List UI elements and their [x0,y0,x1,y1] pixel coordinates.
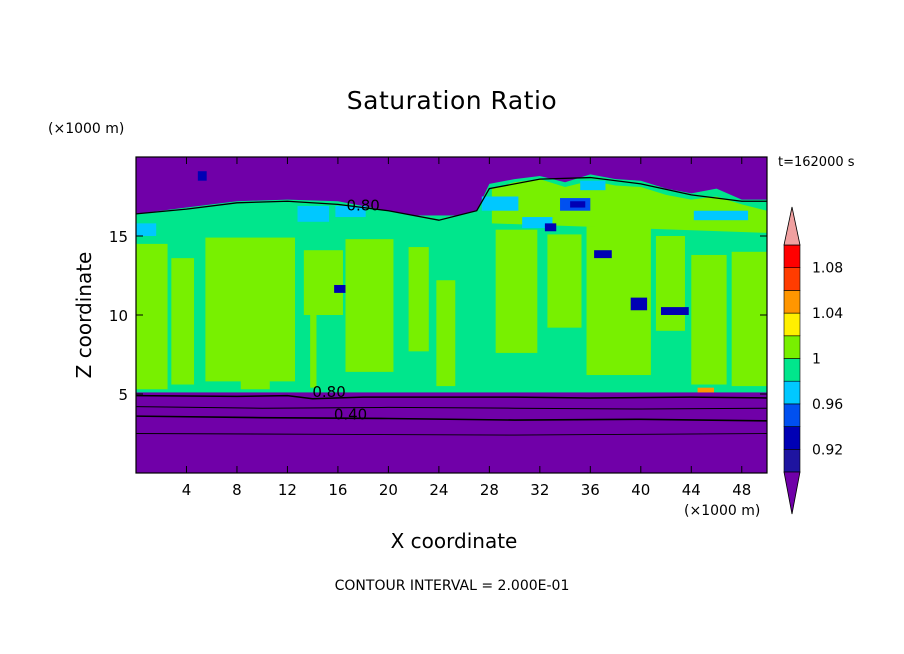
colorbar-over-arrow [783,206,801,246]
contour-upper-0.80 [136,176,767,221]
contour-field [136,157,767,473]
y-tick-label-1: 10 [109,307,128,325]
x-axis-label: X coordinate [0,529,904,553]
x-tick-label-6: 28 [480,481,499,499]
x-tick-label-3: 16 [328,481,347,499]
colorbar-swatch-4 [783,358,801,382]
dark-patch-1 [594,250,612,259]
x-tick-label-4: 20 [379,481,398,499]
dark-patch-5 [197,171,207,181]
lime-cell-0 [136,243,168,390]
colorbar-label-0: 0.92 [812,442,843,458]
x-tick-label-2: 12 [278,481,297,499]
lime-cell-3 [303,250,343,315]
lime-cell-5 [345,239,394,372]
time-label: t=162000 s [778,155,855,170]
contour-labels: 0.80 0.80 0.40 [312,197,379,424]
contour-label-1: 0.80 [312,383,345,401]
x-axis-label-text: X coordinate [390,529,518,553]
x-axis-ticks: 4 8 12 16 20 24 28 32 36 40 44 48 [182,157,751,499]
highlight-1 [335,205,366,218]
lime-cell-4 [310,315,317,388]
contour-0.40 [136,415,767,422]
colorbar-swatch-5 [783,335,801,359]
highlight-0 [297,205,330,222]
colorbar-swatch-8 [783,267,801,291]
x-tick-label-0: 4 [182,481,192,499]
highlight-4 [522,217,553,229]
colorbar-label-4: 1.08 [812,261,843,277]
dark-patch-6 [544,223,557,232]
contour-label-0: 0.80 [346,197,379,215]
lime-cell-1 [171,258,195,385]
orange-patch [697,387,714,393]
y-axis-ticks: 5 10 15 [109,228,767,404]
x-tick-label-10: 44 [682,481,701,499]
highlight-6 [136,223,157,236]
x-tick-label-8: 36 [581,481,600,499]
lime-cell-12 [691,254,727,385]
colorbar-label-1: 0.96 [812,397,843,413]
colorbar-swatch-2 [783,403,801,427]
colorbar-swatch-7 [783,290,801,314]
chart-title: Saturation Ratio [346,86,558,115]
contour-lower-0.80 [136,394,767,400]
y-tick-label-2: 15 [109,228,128,246]
x-tick-label-1: 8 [232,481,242,499]
colorbar-swatch-3 [783,380,801,405]
x-tick-label-11: 48 [732,481,751,499]
colorbar-swatch-9 [783,244,801,269]
colorbar: 0.92 0.96 1 1.04 1.08 [783,206,843,515]
lime-cell-9 [547,234,582,328]
lime-cell-13 [731,251,767,387]
lime-cell-14 [240,318,270,390]
highlight-2 [481,196,519,211]
lime-cell-8 [495,229,538,353]
colorbar-swatch-6 [783,312,801,337]
y-tick-label-0: 5 [118,386,128,404]
highlight-5 [693,210,749,221]
dark-patch-2 [630,297,648,311]
contour-interval-label: CONTOUR INTERVAL = 2.000E-01 [334,578,570,594]
lime-cell-6 [408,247,429,352]
colorbar-under-arrow [783,471,801,515]
colorbar-label-3: 1.04 [812,306,843,322]
lime-cell-7 [436,280,456,387]
x-tick-label-5: 24 [429,481,448,499]
contour-lower-a [136,406,767,410]
y-axis-unit: (×1000 m) [48,121,125,137]
dark-patch-3 [660,307,689,315]
dark-patch-4 [334,284,346,293]
contour-lower-b [136,433,767,436]
contour-lines [136,176,767,436]
colorbar-swatch-0 [783,448,801,473]
x-tick-label-9: 40 [631,481,650,499]
x-tick-label-7: 32 [530,481,549,499]
lime-cell-11 [655,236,685,331]
colorbar-swatch-1 [783,426,801,450]
dark-patch-0 [570,201,586,208]
contour-label-2: 0.40 [334,405,367,423]
colorbar-label-2: 1 [812,352,821,368]
highlight-7 [580,180,606,191]
x-axis-unit: (×1000 m) [684,503,761,519]
